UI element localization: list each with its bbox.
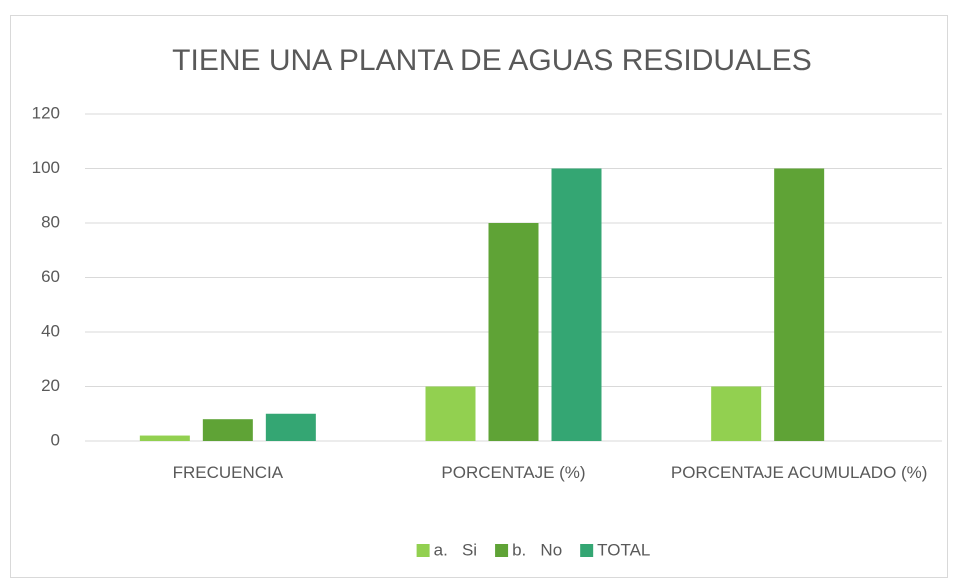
x-tick-label-line: PORCENTAJE ACUMULADO (%)	[671, 463, 928, 482]
bar	[425, 386, 476, 441]
chart-title: TIENE UNA PLANTA DE AGUAS RESIDUALES	[172, 44, 812, 77]
legend-swatch	[495, 544, 509, 557]
y-tick-label: 100	[32, 158, 60, 177]
bar	[551, 168, 602, 441]
x-tick-label-line: FRECUENCIA	[173, 463, 284, 482]
legend-swatch	[580, 544, 594, 557]
bar	[265, 413, 316, 441]
bar	[711, 386, 762, 441]
legend-label: b. No	[512, 540, 562, 559]
x-tick-label: PORCENTAJE (%)	[441, 463, 585, 482]
y-tick-label: 80	[41, 212, 60, 231]
bar	[774, 168, 825, 441]
bar	[202, 419, 253, 441]
y-tick-label: 60	[41, 267, 60, 286]
legend-label: TOTAL	[597, 540, 650, 559]
legend-label: a. Si	[434, 540, 477, 559]
x-tick-label-line: PORCENTAJE (%)	[441, 463, 585, 482]
x-tick-label: PORCENTAJE ACUMULADO (%)	[671, 463, 928, 482]
y-tick-label: 20	[41, 376, 60, 395]
legend-swatch	[416, 544, 430, 557]
y-tick-label: 120	[32, 103, 60, 122]
bar	[139, 435, 190, 441]
y-tick-label: 0	[51, 430, 60, 449]
y-tick-label: 40	[41, 321, 60, 340]
bar	[488, 223, 539, 441]
x-tick-label: FRECUENCIA	[173, 463, 284, 482]
